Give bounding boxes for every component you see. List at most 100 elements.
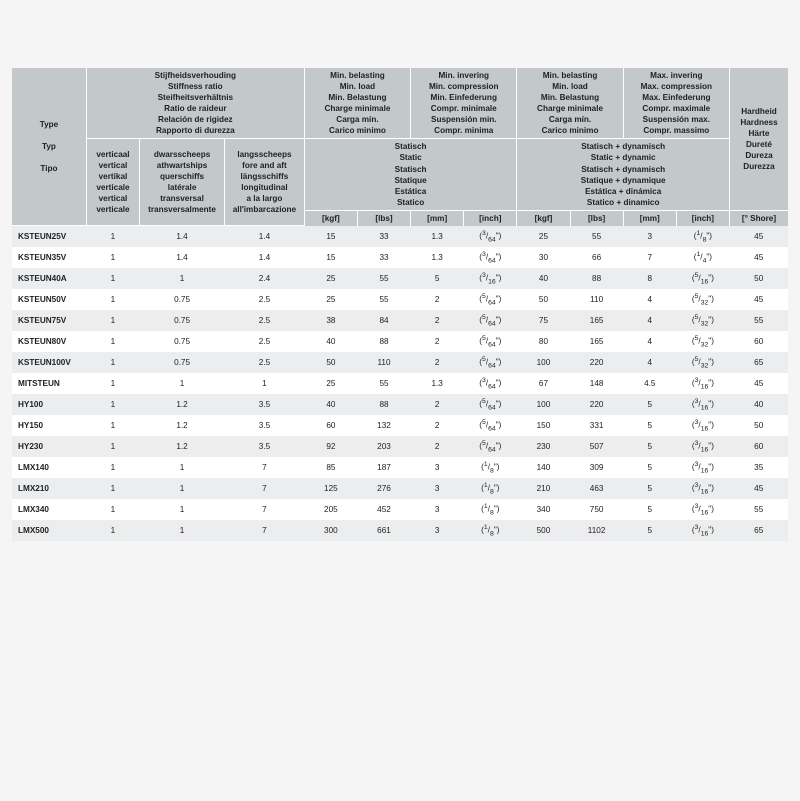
cell-value: 5: [623, 520, 676, 541]
cell-value: 1: [86, 289, 139, 310]
cell-value: 84: [357, 310, 410, 331]
lbl: Type: [40, 120, 59, 129]
group-stiffness: Stijfheidsverhouding Stiffness ratio Ste…: [86, 68, 304, 139]
lbl: Min. load: [340, 82, 375, 91]
group-min-load: Min. belasting Min. load Min. Belastung …: [304, 68, 410, 139]
cell-value: 25: [304, 268, 357, 289]
lbl: Suspensión min.: [431, 115, 497, 124]
lbl: Compr. massimo: [643, 126, 709, 135]
cell-value: 205: [304, 499, 357, 520]
group-static-dyn: Statisch + dynamisch Static + dynamic St…: [517, 139, 730, 210]
cell-value: 1.3: [411, 373, 464, 394]
table-container: Type Typ Tipo Stijfheidsverhouding Stiff…: [0, 0, 800, 541]
lbl: Min. belasting: [330, 71, 385, 80]
cell-value: 750: [570, 499, 623, 520]
lbl: Min. Einfederung: [431, 93, 497, 102]
cell-value: 55: [729, 310, 788, 331]
cell-value: (3/16"): [676, 373, 729, 394]
cell-value: 7: [225, 520, 305, 541]
cell-value: 100: [517, 394, 570, 415]
lbl: verticaal: [96, 150, 129, 159]
cell-value: 88: [357, 394, 410, 415]
cell-value: (5/64"): [464, 352, 517, 373]
cell-value: 165: [570, 331, 623, 352]
cell-value: 1: [86, 226, 139, 247]
cell-value: 7: [225, 478, 305, 499]
row-name: KSTEUN100V: [12, 352, 86, 373]
cell-value: 1: [86, 499, 139, 520]
cell-value: 1: [86, 247, 139, 268]
lbl: longitudinal: [241, 183, 287, 192]
table-row: KSTEUN35V11.41.415331.3(3/64")30667(1/4"…: [12, 247, 788, 268]
lbl: latérale: [168, 183, 197, 192]
row-name: LMX500: [12, 520, 86, 541]
cell-value: 220: [570, 352, 623, 373]
cell-value: 8: [623, 268, 676, 289]
cell-value: 507: [570, 436, 623, 457]
cell-value: 1102: [570, 520, 623, 541]
cell-value: (3/16"): [464, 268, 517, 289]
lbl: transversalmente: [148, 205, 216, 214]
unit-mm: [mm]: [623, 210, 676, 226]
cell-value: 2.5: [225, 289, 305, 310]
lbl: Statico: [397, 198, 424, 207]
lbl: all'imbarcazione: [233, 205, 296, 214]
lbl: Typ: [42, 142, 56, 151]
cell-value: (3/16"): [676, 394, 729, 415]
lbl: vertikal: [99, 172, 128, 181]
cell-value: 55: [570, 226, 623, 247]
cell-value: 0.75: [140, 352, 225, 373]
cell-value: 45: [729, 289, 788, 310]
cell-value: 2.5: [225, 310, 305, 331]
cell-value: (3/16"): [676, 436, 729, 457]
cell-value: 50: [729, 268, 788, 289]
cell-value: 3: [411, 520, 464, 541]
table-row: MITSTEUN11125551.3(3/64")671484.5(3/16")…: [12, 373, 788, 394]
lbl: Min. load: [552, 82, 587, 91]
cell-value: 1: [86, 394, 139, 415]
cell-value: 88: [570, 268, 623, 289]
lbl: Min. Belastung: [541, 93, 599, 102]
cell-value: (5/64"): [464, 436, 517, 457]
cell-value: 35: [729, 457, 788, 478]
cell-value: 38: [304, 310, 357, 331]
cell-value: 88: [357, 331, 410, 352]
cell-value: 187: [357, 457, 410, 478]
cell-value: 5: [623, 415, 676, 436]
cell-value: (3/16"): [676, 415, 729, 436]
row-name: HY100: [12, 394, 86, 415]
lbl: Max. compression: [641, 82, 712, 91]
cell-value: 3.5: [225, 394, 305, 415]
lbl: transversal: [160, 194, 204, 203]
cell-value: 7: [225, 457, 305, 478]
cell-value: 65: [729, 352, 788, 373]
cell-value: 1: [140, 457, 225, 478]
cell-value: 110: [570, 289, 623, 310]
cell-value: 210: [517, 478, 570, 499]
lbl: Rapporto di durezza: [156, 126, 235, 135]
cell-value: 30: [517, 247, 570, 268]
cell-value: 0.75: [140, 331, 225, 352]
lbl: a la largo: [246, 194, 282, 203]
cell-value: 2.5: [225, 352, 305, 373]
lbl: Stijfheidsverhouding: [155, 71, 236, 80]
lbl: Estática: [395, 187, 426, 196]
cell-value: (5/64"): [464, 310, 517, 331]
lbl: Statisch + dynamisch: [581, 165, 665, 174]
cell-value: 50: [517, 289, 570, 310]
cell-value: 5: [623, 478, 676, 499]
lbl: Statisch + dynamisch: [581, 142, 665, 151]
cell-value: 2: [411, 436, 464, 457]
cell-value: 1: [86, 415, 139, 436]
col-foreaft: langsscheeps fore and aft längsschiffs l…: [225, 139, 305, 226]
unit-lbs: [lbs]: [357, 210, 410, 226]
cell-value: 45: [729, 478, 788, 499]
cell-value: 3: [411, 478, 464, 499]
cell-value: 25: [304, 289, 357, 310]
row-name: LMX340: [12, 499, 86, 520]
row-name: KSTEUN35V: [12, 247, 86, 268]
cell-value: (1/8"): [464, 499, 517, 520]
row-name: KSTEUN50V: [12, 289, 86, 310]
cell-value: 5: [623, 394, 676, 415]
group-min-load2: Min. belasting Min. load Min. Belastung …: [517, 68, 623, 139]
